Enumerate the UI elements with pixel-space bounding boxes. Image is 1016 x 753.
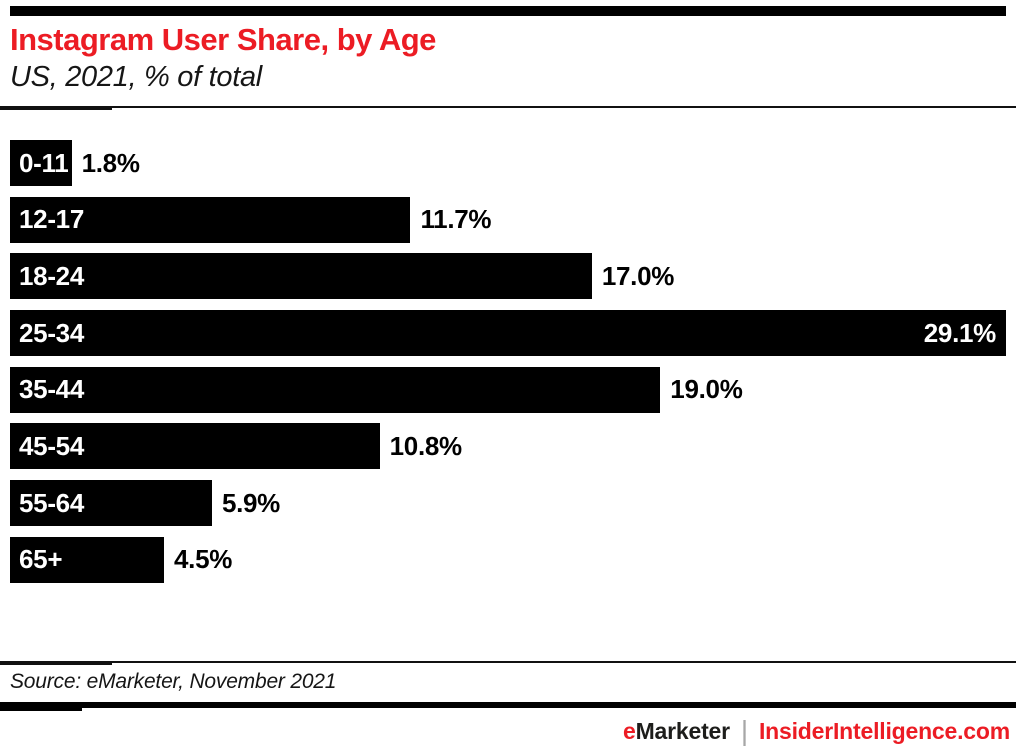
source-note: Source: eMarketer, November 2021 bbox=[10, 670, 337, 693]
footer-divider-glyph: | bbox=[740, 715, 748, 746]
bar-value-label: 11.7% bbox=[420, 204, 492, 235]
bar-row: 65+ 4.5% bbox=[10, 536, 1006, 583]
bar: 65+ bbox=[10, 536, 165, 583]
footer-bar bbox=[0, 702, 1016, 711]
bar-row: 18-24 17.0% bbox=[10, 253, 1006, 300]
bar-row: 0-11 1.8% bbox=[10, 140, 1006, 186]
bar-category-label: 25-34 bbox=[19, 317, 84, 348]
bar-value-label: 19.0% bbox=[670, 374, 743, 405]
bar-value-label: 10.8% bbox=[389, 430, 463, 461]
bar: 18-24 bbox=[10, 253, 592, 300]
bar: 25-34 29.1% bbox=[10, 310, 1006, 357]
bar: 35-44 bbox=[10, 366, 661, 413]
bar-value-label: 4.5% bbox=[174, 544, 233, 575]
emarketer-logo-rest: Marketer bbox=[635, 718, 730, 744]
insider-intelligence-logo: InsiderIntelligence.com bbox=[758, 718, 1010, 744]
bar: 0-11 bbox=[10, 140, 72, 186]
bar-row: 45-54 10.8% bbox=[10, 423, 1006, 470]
source-divider bbox=[0, 661, 1016, 665]
emarketer-logo: eMarketer bbox=[623, 718, 730, 744]
bar: 55-64 bbox=[10, 480, 212, 527]
bar-category-label: 0-11 bbox=[19, 147, 69, 178]
bar-category-label: 18-24 bbox=[19, 260, 84, 291]
bar-category-label: 65+ bbox=[19, 544, 63, 575]
bar: 45-54 bbox=[10, 423, 380, 470]
bar-category-label: 45-54 bbox=[19, 430, 84, 461]
bar-row: 12-17 11.7% bbox=[10, 196, 1006, 243]
bar-value-label: 29.1% bbox=[923, 317, 997, 348]
chart-subtitle: US, 2021, % of total bbox=[10, 61, 262, 93]
bar-chart: 0-11 1.8% 12-17 11.7% 18-24 17.0% 25-34 29.1% 35… bbox=[10, 140, 1006, 583]
bar-category-label: 55-64 bbox=[19, 487, 84, 518]
emarketer-logo-first-letter: e bbox=[623, 718, 636, 744]
bar-row: 35-44 19.0% bbox=[10, 366, 1006, 413]
bar-value-label: 17.0% bbox=[601, 260, 675, 291]
bar-category-label: 12-17 bbox=[19, 204, 84, 235]
bar-category-label: 35-44 bbox=[19, 374, 84, 405]
top-accent-bar bbox=[10, 6, 1006, 16]
bar-row: 55-64 5.9% bbox=[10, 480, 1006, 527]
header-divider bbox=[0, 106, 1016, 110]
bar-row: 25-34 29.1% bbox=[10, 310, 1006, 357]
bar-value-label: 5.9% bbox=[221, 487, 280, 518]
footer-branding: eMarketer | InsiderIntelligence.com bbox=[623, 715, 1010, 746]
bar: 12-17 bbox=[10, 196, 411, 243]
chart-title: Instagram User Share, by Age bbox=[10, 22, 436, 57]
bar-value-label: 1.8% bbox=[81, 147, 140, 178]
